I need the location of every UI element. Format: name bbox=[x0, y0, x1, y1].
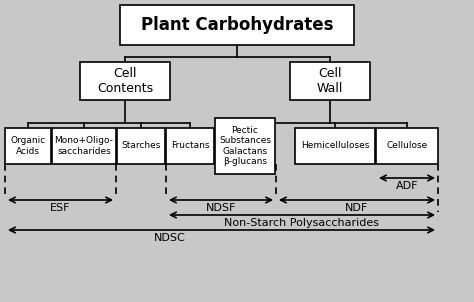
Text: Organic
Acids: Organic Acids bbox=[10, 136, 46, 156]
Text: Plant Carbohydrates: Plant Carbohydrates bbox=[141, 16, 333, 34]
Text: Hemicelluloses: Hemicelluloses bbox=[301, 142, 369, 150]
FancyBboxPatch shape bbox=[295, 128, 375, 164]
Text: ESF: ESF bbox=[50, 203, 70, 213]
Text: Cellulose: Cellulose bbox=[386, 142, 428, 150]
FancyBboxPatch shape bbox=[120, 5, 354, 45]
FancyBboxPatch shape bbox=[80, 62, 170, 100]
FancyBboxPatch shape bbox=[117, 128, 165, 164]
Text: Fructans: Fructans bbox=[171, 142, 209, 150]
Text: NDSC: NDSC bbox=[154, 233, 186, 243]
Text: Cell
Contents: Cell Contents bbox=[97, 67, 153, 95]
Text: Non-Starch Polysaccharides: Non-Starch Polysaccharides bbox=[225, 218, 380, 228]
Text: Mono+Oligo-
saccharides: Mono+Oligo- saccharides bbox=[55, 136, 113, 156]
Text: NDSF: NDSF bbox=[206, 203, 236, 213]
Text: NDF: NDF bbox=[346, 203, 369, 213]
Text: ADF: ADF bbox=[396, 181, 418, 191]
Text: Starches: Starches bbox=[121, 142, 161, 150]
FancyBboxPatch shape bbox=[290, 62, 370, 100]
Text: Pectic
Substances
Galactans
β-glucans: Pectic Substances Galactans β-glucans bbox=[219, 126, 271, 166]
FancyBboxPatch shape bbox=[5, 128, 51, 164]
FancyBboxPatch shape bbox=[166, 128, 214, 164]
FancyBboxPatch shape bbox=[215, 118, 275, 174]
FancyBboxPatch shape bbox=[376, 128, 438, 164]
Text: Cell
Wall: Cell Wall bbox=[317, 67, 343, 95]
FancyBboxPatch shape bbox=[52, 128, 116, 164]
